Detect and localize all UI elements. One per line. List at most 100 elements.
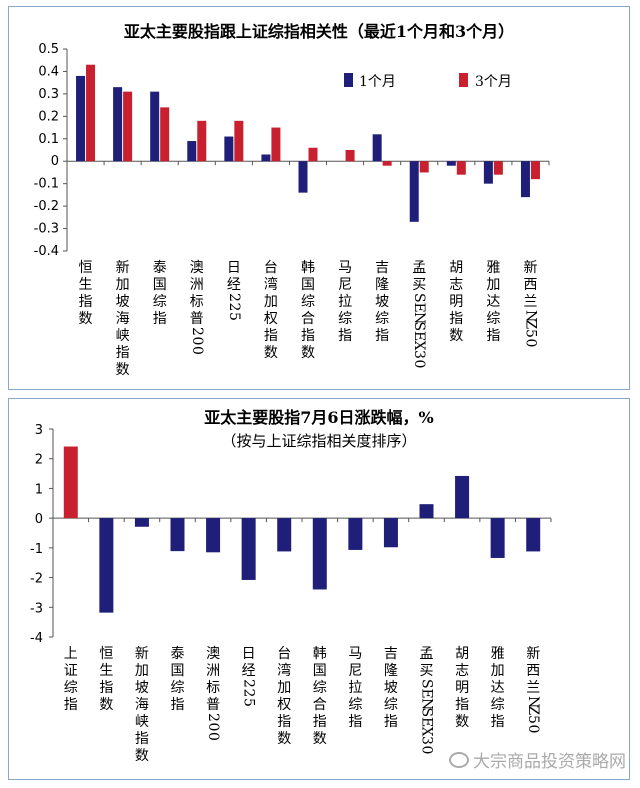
svg-text:日: 日 — [242, 646, 256, 662]
svg-text:新: 新 — [526, 646, 540, 662]
svg-text:N: N — [525, 696, 541, 708]
svg-text:0: 0 — [205, 732, 221, 741]
svg-text:S: S — [411, 293, 427, 303]
svg-text:指: 指 — [79, 294, 93, 310]
svg-text:数: 数 — [79, 311, 93, 327]
y-tick-label: 2 — [35, 453, 43, 468]
y-tick-label: 0 — [35, 512, 43, 527]
svg-text:综: 综 — [375, 311, 389, 327]
svg-text:达: 达 — [486, 294, 500, 310]
bar-1m-8 — [372, 134, 382, 162]
svg-text:指: 指 — [449, 311, 463, 327]
svg-text:台: 台 — [277, 646, 291, 662]
svg-text:峡: 峡 — [116, 328, 130, 344]
svg-text:综: 综 — [491, 697, 505, 713]
svg-text:普: 普 — [190, 311, 204, 327]
y-tick-label: 0.3 — [38, 87, 59, 102]
svg-text:西: 西 — [523, 277, 537, 293]
svg-text:新: 新 — [135, 646, 149, 662]
svg-text:S: S — [419, 708, 435, 718]
svg-text:指: 指 — [153, 311, 167, 327]
svg-text:国: 国 — [171, 663, 185, 679]
svg-text:普: 普 — [206, 697, 220, 713]
bar-3m-6 — [308, 147, 318, 162]
svg-text:峡: 峡 — [135, 714, 149, 730]
bar-3m-3 — [197, 120, 207, 162]
svg-text:洲: 洲 — [190, 277, 204, 293]
svg-text:E: E — [411, 331, 427, 341]
bar-3m-2 — [160, 107, 170, 162]
svg-text:标: 标 — [190, 294, 204, 310]
correlation-chart: 亚太主要股指跟上证综指相关性（最近1个月和3个月） 1个月 3个月 0.5 0.4… — [34, 22, 550, 378]
bar-1m-10 — [446, 161, 456, 166]
legend-swatch-1m — [344, 73, 353, 87]
svg-text:尼: 尼 — [348, 663, 362, 679]
svg-text:恒: 恒 — [79, 260, 93, 276]
svg-text:2: 2 — [241, 689, 257, 698]
svg-text:加: 加 — [277, 680, 291, 696]
y-tick-label: -0.1 — [34, 177, 59, 192]
bar-3m-10 — [456, 161, 466, 175]
svg-text:数: 数 — [313, 731, 327, 747]
y-tick-label: 0 — [51, 154, 59, 169]
bar-3m-12 — [530, 161, 540, 180]
svg-text:5: 5 — [522, 329, 538, 338]
legend-label-1m: 1个月 — [359, 74, 396, 90]
bar-13 — [526, 518, 541, 552]
svg-text:2: 2 — [226, 293, 242, 302]
svg-text:买: 买 — [420, 663, 434, 679]
svg-text:X: X — [411, 341, 427, 351]
svg-text:合: 合 — [313, 697, 327, 713]
bar-10 — [419, 504, 434, 519]
svg-text:2: 2 — [226, 303, 242, 312]
bar-3m-8 — [382, 161, 392, 166]
svg-text:0: 0 — [525, 725, 541, 734]
svg-text:数: 数 — [455, 714, 469, 730]
svg-text:指: 指 — [264, 328, 278, 344]
svg-text:指: 指 — [375, 328, 389, 344]
bar-3m-1 — [123, 91, 133, 162]
svg-text:5: 5 — [226, 312, 242, 321]
svg-text:指: 指 — [301, 328, 315, 344]
svg-text:5: 5 — [525, 715, 541, 724]
svg-text:综: 综 — [153, 294, 167, 310]
svg-text:国: 国 — [153, 277, 167, 293]
svg-text:指: 指 — [116, 345, 130, 361]
bar-2 — [134, 518, 149, 527]
bar-12 — [490, 518, 505, 558]
svg-text:泰: 泰 — [171, 646, 185, 662]
svg-text:指: 指 — [64, 697, 78, 713]
chart-title: 亚太主要股指跟上证综指相关性（最近1个月和3个月） — [124, 22, 514, 41]
y-tick-label: 1 — [35, 482, 43, 497]
correlation-chart-panel: 亚太主要股指跟上证综指相关性（最近1个月和3个月） 1个月 3个月 0.5 0.4… — [8, 6, 630, 390]
svg-text:综: 综 — [301, 294, 315, 310]
bar-5 — [241, 518, 256, 580]
y-tick-label: 3 — [35, 423, 43, 438]
svg-text:综: 综 — [171, 680, 185, 696]
svg-text:N: N — [411, 312, 427, 324]
y-tick-label: -1 — [30, 542, 43, 557]
svg-text:生: 生 — [99, 663, 113, 679]
wechat-icon — [449, 751, 469, 768]
svg-text:5: 5 — [241, 698, 257, 707]
svg-text:X: X — [419, 727, 435, 737]
category-label-0: 上证综指 — [64, 646, 78, 713]
bar-1m-1 — [113, 87, 123, 162]
svg-text:新: 新 — [523, 260, 537, 276]
svg-text:指: 指 — [384, 714, 398, 730]
bar-1m-2 — [150, 91, 160, 162]
svg-text:兰: 兰 — [523, 294, 537, 310]
svg-text:西: 西 — [526, 663, 540, 679]
